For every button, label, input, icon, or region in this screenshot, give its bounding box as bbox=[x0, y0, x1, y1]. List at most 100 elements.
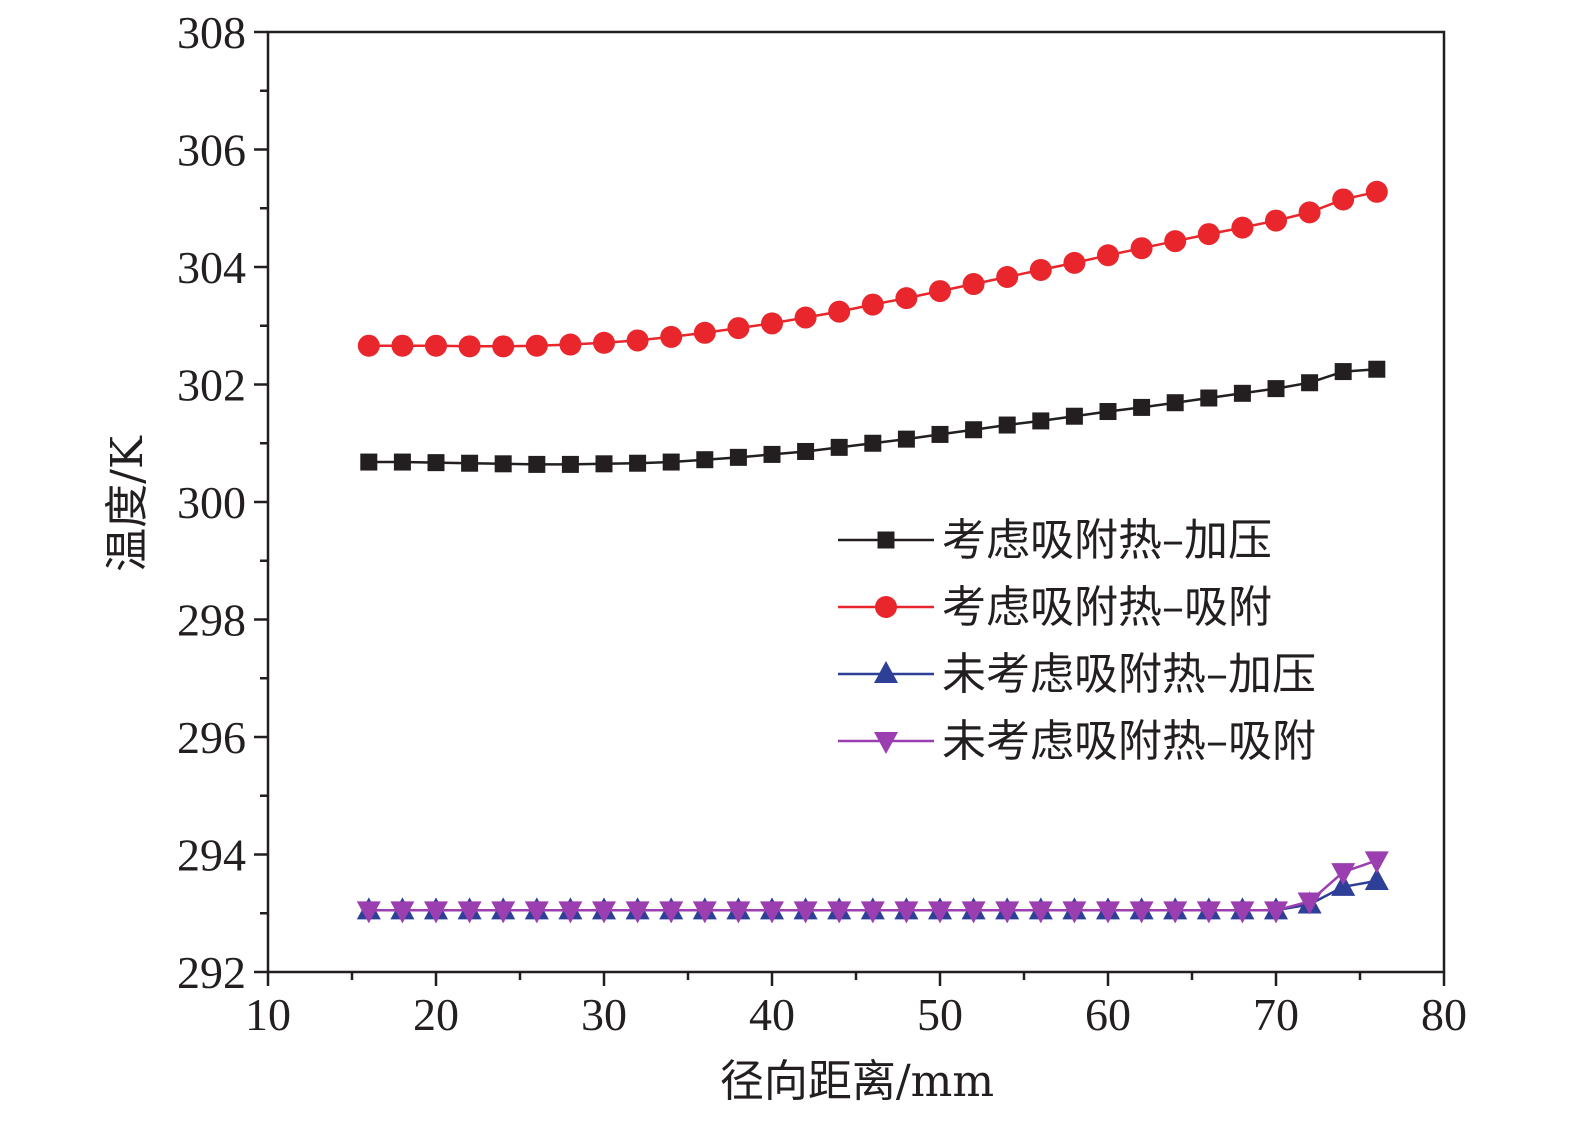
data-point bbox=[458, 335, 481, 358]
data-point bbox=[961, 901, 986, 924]
data-point bbox=[1097, 244, 1119, 267]
data-point bbox=[391, 334, 414, 357]
data-point bbox=[625, 901, 650, 924]
y-tick-label: 306 bbox=[177, 125, 246, 176]
y-tick-label: 308 bbox=[177, 7, 246, 58]
data-point bbox=[763, 445, 781, 463]
legend-label: 考虑吸附热–加压 bbox=[942, 515, 1272, 566]
data-point bbox=[626, 329, 649, 352]
data-point bbox=[390, 901, 415, 924]
y-tick-label: 296 bbox=[177, 712, 246, 763]
data-point bbox=[1231, 216, 1254, 239]
legend-label: 考虑吸附热–吸附 bbox=[942, 582, 1272, 633]
x-tick-label: 50 bbox=[917, 989, 963, 1040]
data-point bbox=[1301, 374, 1319, 392]
data-point bbox=[797, 442, 815, 460]
data-point bbox=[760, 901, 784, 924]
data-point bbox=[1364, 851, 1389, 874]
data-point bbox=[696, 451, 714, 469]
data-point bbox=[1298, 201, 1321, 224]
data-point bbox=[1197, 223, 1220, 246]
data-point bbox=[1332, 188, 1355, 211]
x-tick-label: 40 bbox=[749, 989, 795, 1040]
data-point bbox=[360, 453, 378, 471]
data-point bbox=[793, 901, 818, 924]
data-point bbox=[864, 434, 882, 452]
data-point bbox=[1096, 901, 1120, 924]
legend-label: 未考虑吸附热–加压 bbox=[942, 649, 1316, 700]
y-tick-label: 302 bbox=[177, 360, 246, 411]
data-point bbox=[595, 455, 613, 473]
data-point bbox=[1297, 892, 1322, 915]
data-point bbox=[457, 901, 482, 924]
y-tick-label: 304 bbox=[177, 242, 246, 293]
data-point bbox=[998, 416, 1016, 434]
data-point bbox=[561, 455, 579, 473]
data-point bbox=[1331, 863, 1356, 886]
data-point bbox=[1062, 901, 1087, 924]
data-point bbox=[1129, 901, 1154, 924]
legend-item: 考虑吸附热–吸附 bbox=[838, 582, 1272, 633]
data-point bbox=[1164, 230, 1187, 253]
data-point bbox=[1065, 407, 1083, 425]
data-point bbox=[1166, 394, 1184, 412]
data-point bbox=[1029, 258, 1052, 281]
data-point bbox=[928, 901, 952, 924]
data-point bbox=[860, 901, 885, 924]
data-point bbox=[1365, 180, 1388, 203]
data-point bbox=[524, 901, 549, 924]
data-point bbox=[995, 901, 1020, 924]
legend-marker bbox=[874, 661, 898, 683]
data-point bbox=[1196, 901, 1221, 924]
data-point bbox=[1032, 412, 1050, 430]
legend-label: 未考虑吸附热–吸附 bbox=[942, 716, 1316, 767]
x-axis-title: 径向距离/mm bbox=[720, 1056, 994, 1107]
data-point bbox=[1364, 867, 1389, 890]
data-point bbox=[965, 421, 983, 439]
data-point bbox=[593, 331, 615, 354]
data-point bbox=[662, 453, 680, 471]
data-point bbox=[425, 334, 447, 357]
x-tick-label: 20 bbox=[413, 989, 459, 1040]
series-1 bbox=[360, 360, 1386, 473]
data-point bbox=[629, 454, 647, 472]
data-point bbox=[729, 448, 747, 466]
data-point bbox=[393, 453, 411, 471]
axis-ticks bbox=[254, 30, 1446, 986]
legend-marker bbox=[875, 596, 897, 618]
data-point bbox=[592, 901, 616, 924]
data-point bbox=[427, 454, 445, 472]
data-point bbox=[1265, 209, 1287, 232]
data-point bbox=[491, 901, 516, 924]
legend-item: 未考虑吸附热–加压 bbox=[838, 649, 1316, 700]
data-point bbox=[1233, 384, 1251, 402]
data-point bbox=[794, 306, 817, 329]
data-point bbox=[1334, 363, 1352, 381]
x-tick-label: 80 bbox=[1421, 989, 1467, 1040]
series-layer bbox=[356, 180, 1389, 924]
legend-item: 考虑吸附热–加压 bbox=[838, 515, 1272, 566]
data-point bbox=[1063, 251, 1086, 274]
y-tick-label: 298 bbox=[177, 595, 246, 646]
x-tick-label: 30 bbox=[581, 989, 627, 1040]
data-point bbox=[525, 334, 548, 357]
data-point bbox=[461, 454, 479, 472]
data-point bbox=[1267, 380, 1285, 398]
data-point bbox=[528, 455, 546, 473]
data-point bbox=[692, 901, 717, 924]
data-point bbox=[827, 901, 852, 924]
data-point bbox=[996, 265, 1019, 288]
x-tick-label: 60 bbox=[1085, 989, 1131, 1040]
data-point bbox=[895, 287, 918, 310]
data-point bbox=[693, 321, 716, 344]
series-2 bbox=[357, 180, 1388, 358]
data-point bbox=[1163, 901, 1188, 924]
legend-marker bbox=[877, 531, 895, 549]
data-point bbox=[559, 333, 582, 356]
plot-frame bbox=[266, 30, 1446, 974]
data-point bbox=[962, 273, 985, 296]
data-point bbox=[1028, 901, 1053, 924]
tick-labels: 10 20 30 40 50 60 70 80 292 294 296 298 300 302 304 306… bbox=[177, 7, 1467, 1040]
x-tick-label: 10 bbox=[245, 989, 291, 1040]
